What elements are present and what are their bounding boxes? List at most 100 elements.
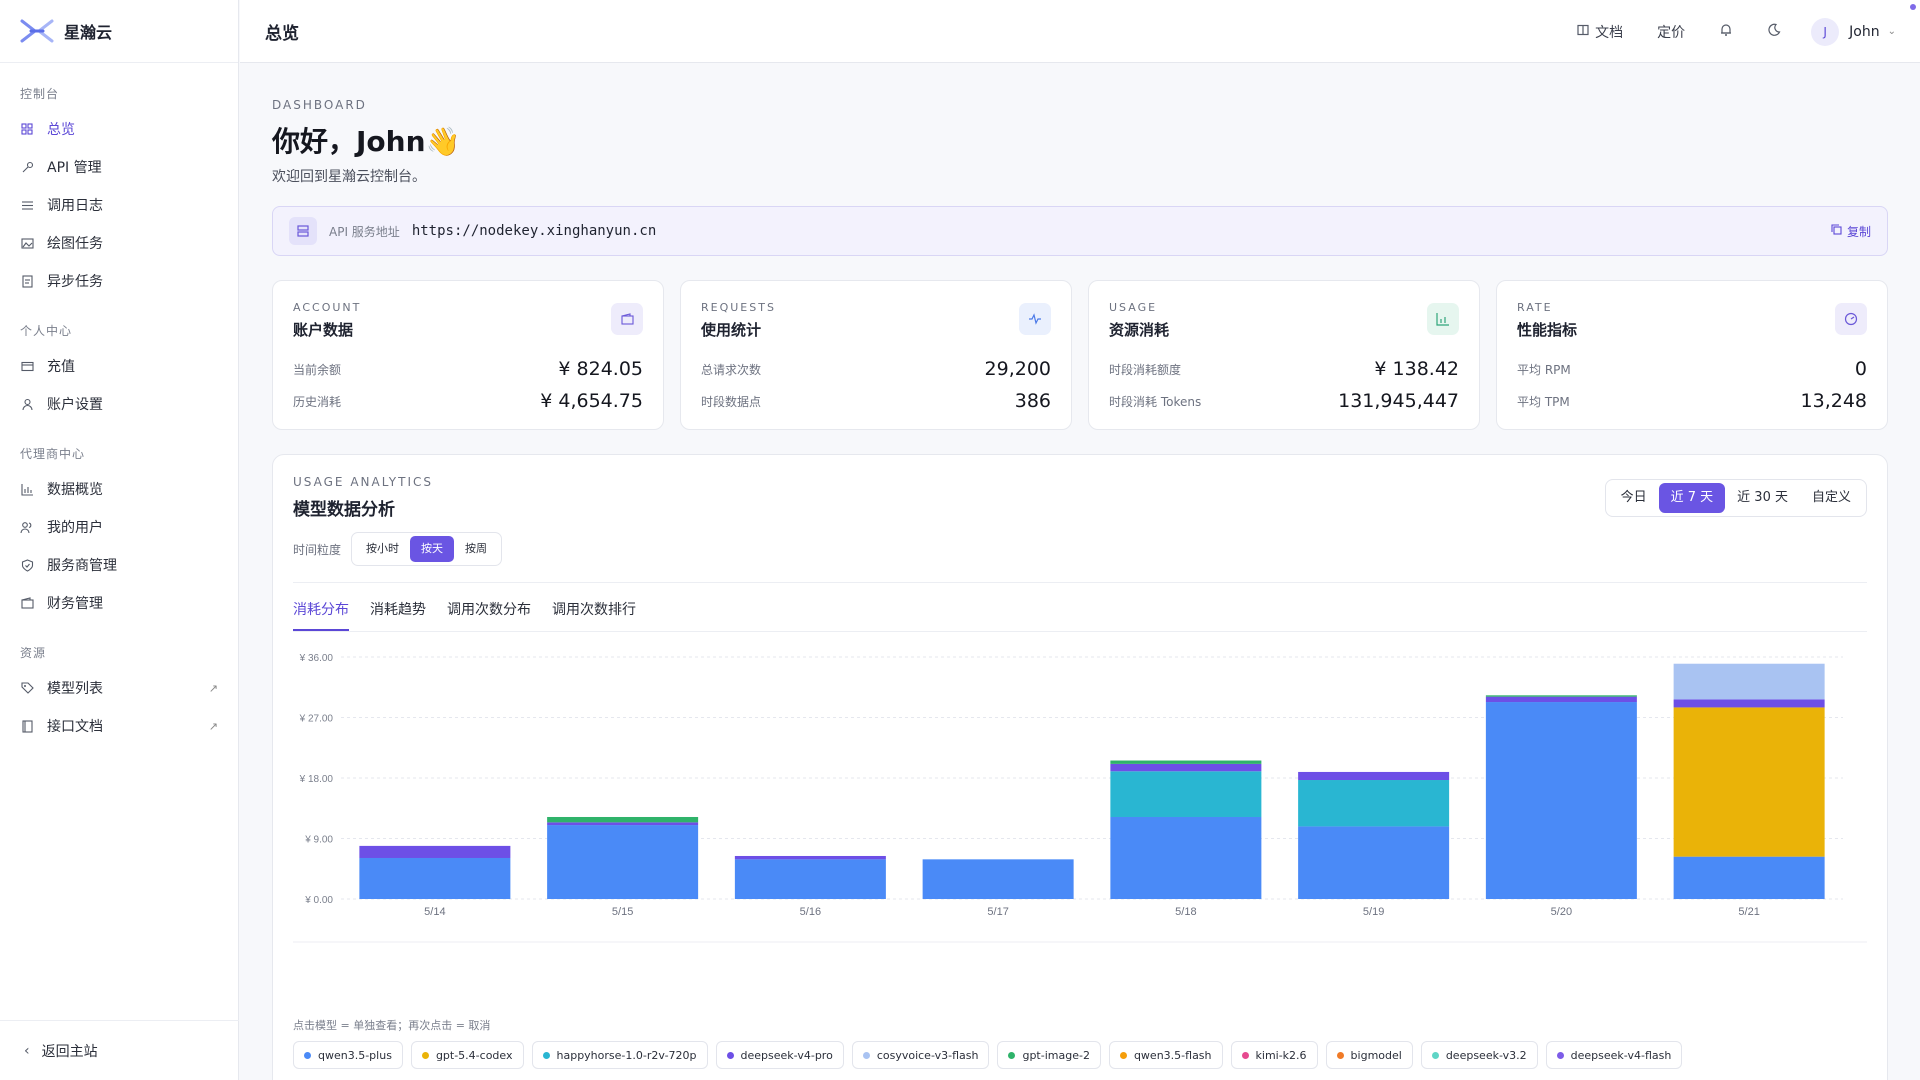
api-endpoint-url: https://nodekey.xinghanyun.cn xyxy=(411,223,657,239)
date-range-option[interactable]: 自定义 xyxy=(1811,490,1851,505)
pulse-icon xyxy=(1019,303,1051,335)
sidebar-item-label: 模型列表 xyxy=(47,681,103,697)
sidebar-item[interactable]: 账户设置 xyxy=(20,385,218,423)
bar-segment[interactable] xyxy=(359,857,511,899)
legend-chip[interactable]: deepseek-v3.2 xyxy=(1420,1041,1538,1069)
page-title: 总览 xyxy=(265,23,299,44)
sidebar-item[interactable]: 服务商管理 xyxy=(20,546,218,584)
granularity-option[interactable]: 按周 xyxy=(465,542,488,555)
legend-chip[interactable]: cosyvoice-v3-flash xyxy=(851,1041,990,1069)
legend-label: bigmodel xyxy=(1350,1048,1402,1062)
bar-segment[interactable] xyxy=(1298,771,1450,781)
sidebar-item[interactable]: 接口文档 ↗ xyxy=(20,707,218,745)
card-stat-row: 当前余额 ¥ 824.05 xyxy=(293,358,643,380)
legend-chip[interactable]: gpt-image-2 xyxy=(997,1041,1101,1069)
bar-segment[interactable] xyxy=(734,855,886,860)
card-stat-label: 平均 TPM xyxy=(1517,394,1570,409)
user-menu[interactable]: J John ⌄ xyxy=(1811,17,1896,46)
copy-button[interactable]: 复制 xyxy=(1831,223,1871,240)
legend-dot xyxy=(421,1051,429,1059)
pricing-link[interactable]: 定价 xyxy=(1657,22,1685,42)
legend-dot xyxy=(304,1051,311,1059)
sidebar-item-label: 财务管理 xyxy=(47,596,103,612)
stat-card: ACCOUNT 账户数据 当前余额 ¥ 824.05 历史消耗 ¥ 4,654.… xyxy=(272,280,664,430)
card-stat-value: 386 xyxy=(1014,390,1051,412)
sidebar-item[interactable]: 数据概览 xyxy=(20,470,218,508)
bar-segment[interactable] xyxy=(1110,763,1262,772)
bar-segment[interactable] xyxy=(734,859,886,899)
sidebar-item-label: 调用日志 xyxy=(47,198,103,214)
sidebar-item[interactable]: 绘图任务 xyxy=(20,224,218,262)
user-name: John xyxy=(1849,23,1880,40)
bar-segment[interactable] xyxy=(547,822,699,826)
theme-toggle-button[interactable] xyxy=(1767,23,1781,41)
bar-segment[interactable] xyxy=(1110,816,1262,899)
wallet-icon xyxy=(20,596,34,610)
analytics-tab[interactable]: 消耗趋势 xyxy=(370,602,426,618)
bar-segment[interactable] xyxy=(1673,663,1825,700)
legend-dot xyxy=(1556,1051,1564,1059)
card-stat-row: 平均 RPM 0 xyxy=(1517,358,1867,380)
sidebar-item-label: 充值 xyxy=(47,359,75,375)
analytics-tab[interactable]: 调用次数分布 xyxy=(447,602,531,618)
legend-chip[interactable]: deepseek-v4-flash xyxy=(1545,1041,1683,1069)
brand[interactable]: 星瀚云 xyxy=(0,0,238,63)
legend-chip[interactable]: qwen3.5-flash xyxy=(1108,1041,1223,1069)
card-stat-label: 时段消耗额度 xyxy=(1109,362,1182,377)
bar-segment[interactable] xyxy=(1110,771,1262,817)
legend-dot xyxy=(1336,1051,1344,1059)
card-eyebrow: REQUESTS xyxy=(701,301,776,314)
date-range-option[interactable]: 今日 xyxy=(1620,490,1647,505)
card-stat-value: ¥ 824.05 xyxy=(558,358,643,380)
bar-segment[interactable] xyxy=(1673,707,1825,857)
sidebar-item[interactable]: 充值 xyxy=(20,347,218,385)
external-link-icon: ↗ xyxy=(208,681,218,695)
granularity-option[interactable]: 按天 xyxy=(410,536,455,562)
granularity-option[interactable]: 按小时 xyxy=(366,542,400,555)
bar-segment[interactable] xyxy=(1485,695,1637,697)
sidebar-item[interactable]: 模型列表 ↗ xyxy=(20,669,218,707)
bar-segment[interactable] xyxy=(1485,702,1637,899)
legend-chip[interactable]: gpt-5.4-codex xyxy=(410,1041,524,1069)
sidebar-item[interactable]: 我的用户 xyxy=(20,508,218,546)
legend-chip[interactable]: deepseek-v4-pro xyxy=(715,1041,844,1069)
sidebar-item[interactable]: 调用日志 xyxy=(20,186,218,224)
card-stat-row: 时段消耗额度 ¥ 138.42 xyxy=(1109,358,1459,380)
bar-segment[interactable] xyxy=(922,859,1074,899)
sidebar-item[interactable]: 财务管理 xyxy=(20,584,218,622)
bar-segment[interactable] xyxy=(1485,696,1637,703)
chart-container: ¥ 0.00 ¥ 9.00 ¥ 18.00 ¥ 27.00 ¥ 36.00 5/14 5/1… xyxy=(293,647,1867,967)
analytics-tab[interactable]: 消耗分布 xyxy=(293,599,349,631)
bar-segment[interactable] xyxy=(547,816,699,823)
back-home-link[interactable]: ‹ 返回主站 xyxy=(0,1020,239,1080)
notifications-button[interactable] xyxy=(1719,23,1733,41)
bar-segment[interactable] xyxy=(1110,760,1262,764)
sidebar-item-label: 数据概览 xyxy=(47,482,103,498)
legend-chip[interactable]: bigmodel xyxy=(1325,1041,1413,1069)
analytics-tab[interactable]: 调用次数排行 xyxy=(552,602,636,618)
legend-chip[interactable]: happyhorse-1.0-r2v-720p xyxy=(531,1041,708,1069)
bar-segment[interactable] xyxy=(359,845,511,858)
granularity-options: 按小时 按天 按周 xyxy=(351,532,503,566)
sidebar-item[interactable]: API 管理 xyxy=(20,148,218,186)
sidebar-item[interactable]: 总览 xyxy=(20,110,218,148)
bar-segment[interactable] xyxy=(1673,699,1825,708)
card-title: 账户数据 xyxy=(293,321,354,339)
bar-segment[interactable] xyxy=(547,825,699,899)
legend-chip[interactable]: kimi-k2.6 xyxy=(1230,1041,1318,1069)
server-icon xyxy=(289,217,317,245)
card-eyebrow: ACCOUNT xyxy=(293,301,362,314)
greeting-heading: 你好，John👋 xyxy=(272,125,461,158)
bar-segment[interactable] xyxy=(1298,780,1450,827)
x-tick-label: 5/19 xyxy=(1363,906,1384,918)
legend-chip[interactable]: qwen3.5-plus xyxy=(293,1041,403,1069)
sidebar-item[interactable]: 异步任务 xyxy=(20,262,218,300)
docs-link[interactable]: 文档 xyxy=(1577,22,1623,42)
bar-segment[interactable] xyxy=(1298,826,1450,899)
date-range-option[interactable]: 近 7 天 xyxy=(1658,483,1726,513)
card-stat-value: ¥ 4,654.75 xyxy=(540,390,643,412)
date-range-option[interactable]: 近 30 天 xyxy=(1737,490,1788,505)
external-link-icon: ↗ xyxy=(208,719,218,733)
bar-segment[interactable] xyxy=(1673,856,1825,899)
nav-group-title: 控制台 xyxy=(20,87,60,101)
